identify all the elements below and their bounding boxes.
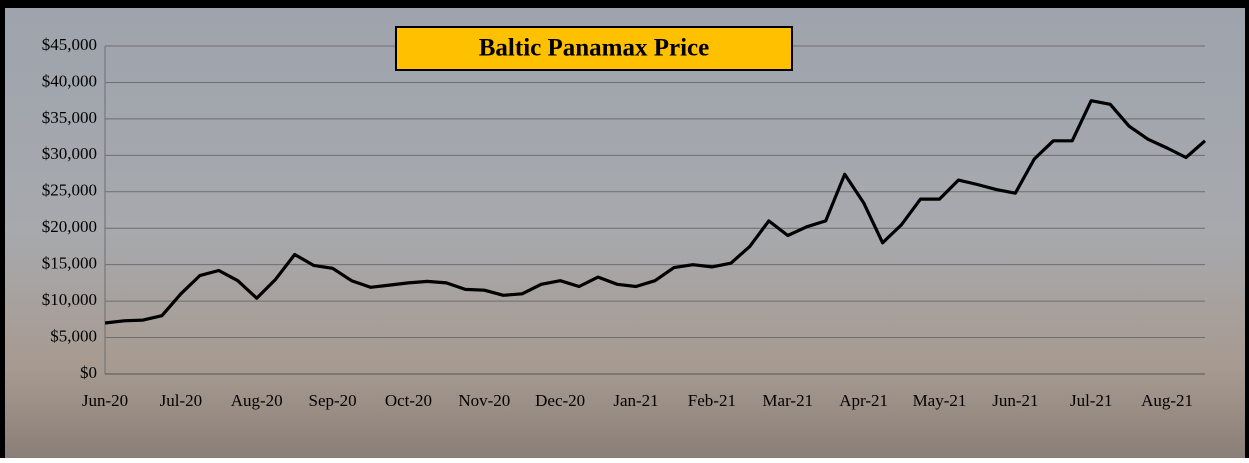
- x-tick-label: Jan-21: [613, 391, 658, 410]
- x-tick-label: Feb-21: [688, 391, 736, 410]
- y-tick-label: $30,000: [42, 144, 97, 163]
- x-tick-label: Sep-20: [309, 391, 357, 410]
- x-tick-label: May-21: [913, 391, 967, 410]
- x-tick-label: Apr-21: [839, 391, 888, 410]
- x-tick-label: Oct-20: [385, 391, 432, 410]
- x-tick-label: Aug-21: [1141, 391, 1193, 410]
- x-tick-label: Mar-21: [762, 391, 813, 410]
- y-tick-label: $35,000: [42, 108, 97, 127]
- y-tick-label: $20,000: [42, 217, 97, 236]
- x-tick-label: Aug-20: [231, 391, 283, 410]
- x-tick-label: Jul-21: [1070, 391, 1113, 410]
- x-tick-label: Dec-20: [535, 391, 585, 410]
- x-tick-label: Jun-21: [992, 391, 1038, 410]
- x-tick-label: Jun-20: [82, 391, 128, 410]
- y-tick-label: $10,000: [42, 290, 97, 309]
- chart: $0 $5,000 $10,000 $15,000 $20,000 $25,000 $30,…: [0, 0, 1249, 458]
- y-tick-label: $0: [80, 363, 97, 382]
- x-tick-label: Nov-20: [458, 391, 510, 410]
- y-tick-label: $5,000: [50, 326, 97, 345]
- y-tick-label: $25,000: [42, 181, 97, 200]
- y-tick-label: $15,000: [42, 254, 97, 273]
- y-tick-label: $40,000: [42, 71, 97, 90]
- y-tick-label: $45,000: [42, 35, 97, 54]
- x-tick-label: Jul-20: [160, 391, 203, 410]
- chart-title: Baltic Panamax Price: [479, 35, 710, 62]
